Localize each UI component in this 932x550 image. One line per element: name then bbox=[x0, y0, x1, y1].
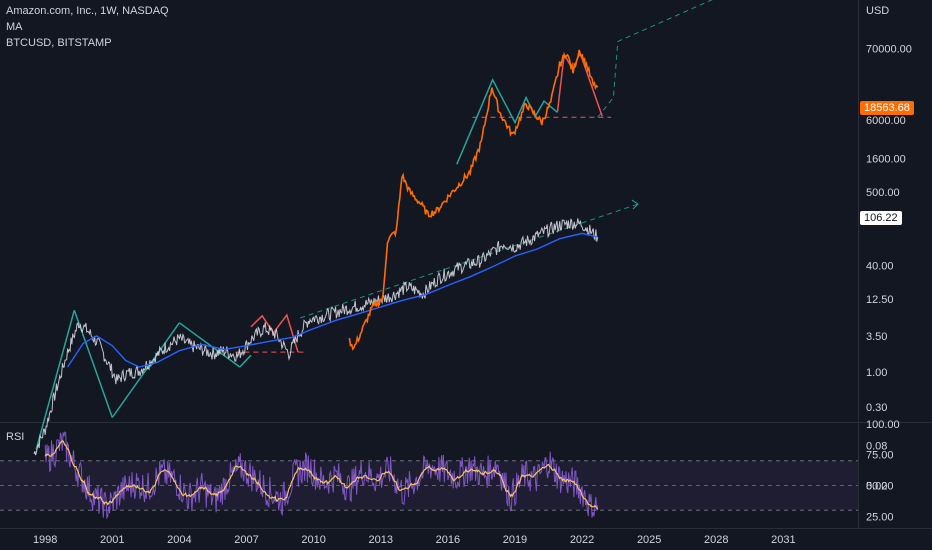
time-axis-label: 2007 bbox=[234, 534, 258, 546]
time-axis-label: 1998 bbox=[33, 534, 57, 546]
btc-last-price-tag: 18563.68 bbox=[860, 101, 914, 115]
price-tick-label: 40.00 bbox=[866, 260, 894, 272]
up-leg-zigzag bbox=[111, 322, 181, 418]
price-tick-label: 1.00 bbox=[866, 367, 887, 379]
rsi-tick-label: 25.00 bbox=[866, 511, 894, 523]
btc-price-line bbox=[348, 49, 599, 351]
ma-line bbox=[67, 232, 598, 368]
price-tick-label: 0.30 bbox=[866, 402, 887, 414]
down-leg-zigzag bbox=[178, 322, 241, 368]
time-axis-label: 2013 bbox=[368, 534, 392, 546]
time-axis-label: 2031 bbox=[771, 534, 795, 546]
amzn-last-price-tag: 106.22 bbox=[860, 211, 902, 225]
price-tick-label: 3.50 bbox=[866, 331, 887, 343]
rsi-tick-label: 100.00 bbox=[866, 419, 900, 431]
main-pane-bg bbox=[0, 0, 858, 422]
price-tick-label: 6000.00 bbox=[866, 115, 906, 127]
rsi-tick-label: 75.00 bbox=[866, 450, 894, 462]
time-axis-label: 2016 bbox=[436, 534, 460, 546]
rsi-title: RSI bbox=[6, 431, 24, 443]
up-leg-zigzag bbox=[239, 354, 252, 368]
btc-up-leg-zigzag bbox=[456, 78, 558, 165]
price-tick-label: 12.50 bbox=[866, 294, 894, 306]
projection-arrowhead bbox=[631, 199, 639, 210]
up-leg-zigzag bbox=[35, 310, 76, 450]
currency-label: USD bbox=[866, 5, 889, 17]
rsi-ma-line bbox=[44, 440, 599, 510]
compare-legend[interactable]: BTCUSD, BITSTAMP bbox=[6, 37, 112, 49]
time-axis-label: 2022 bbox=[570, 534, 594, 546]
ma-legend[interactable]: MA bbox=[6, 21, 23, 33]
rsi-tick-label: 50.00 bbox=[866, 481, 894, 493]
price-tick-label: 70000.00 bbox=[866, 44, 912, 56]
time-axis-label: 2019 bbox=[503, 534, 527, 546]
rsi-line bbox=[44, 431, 599, 520]
price-tick-label: 1600.00 bbox=[866, 153, 906, 165]
time-axis-label: 2001 bbox=[100, 534, 124, 546]
symbol-legend[interactable]: Amazon.com, Inc., 1W, NASDAQ bbox=[6, 5, 169, 17]
price-tick-label: 0.08 bbox=[866, 440, 887, 452]
btc-trend-projection bbox=[597, 0, 713, 118]
time-axis-label: 2010 bbox=[301, 534, 325, 546]
amzn-trend-projection bbox=[300, 203, 639, 319]
price-tick-label: 500.00 bbox=[866, 187, 900, 199]
price-tick-label: 0.02 bbox=[866, 481, 887, 493]
amzn-price-line bbox=[33, 218, 599, 456]
time-axis-label: 2025 bbox=[637, 534, 661, 546]
time-axis-label: 2028 bbox=[704, 534, 728, 546]
time-axis-label: 2004 bbox=[167, 534, 191, 546]
